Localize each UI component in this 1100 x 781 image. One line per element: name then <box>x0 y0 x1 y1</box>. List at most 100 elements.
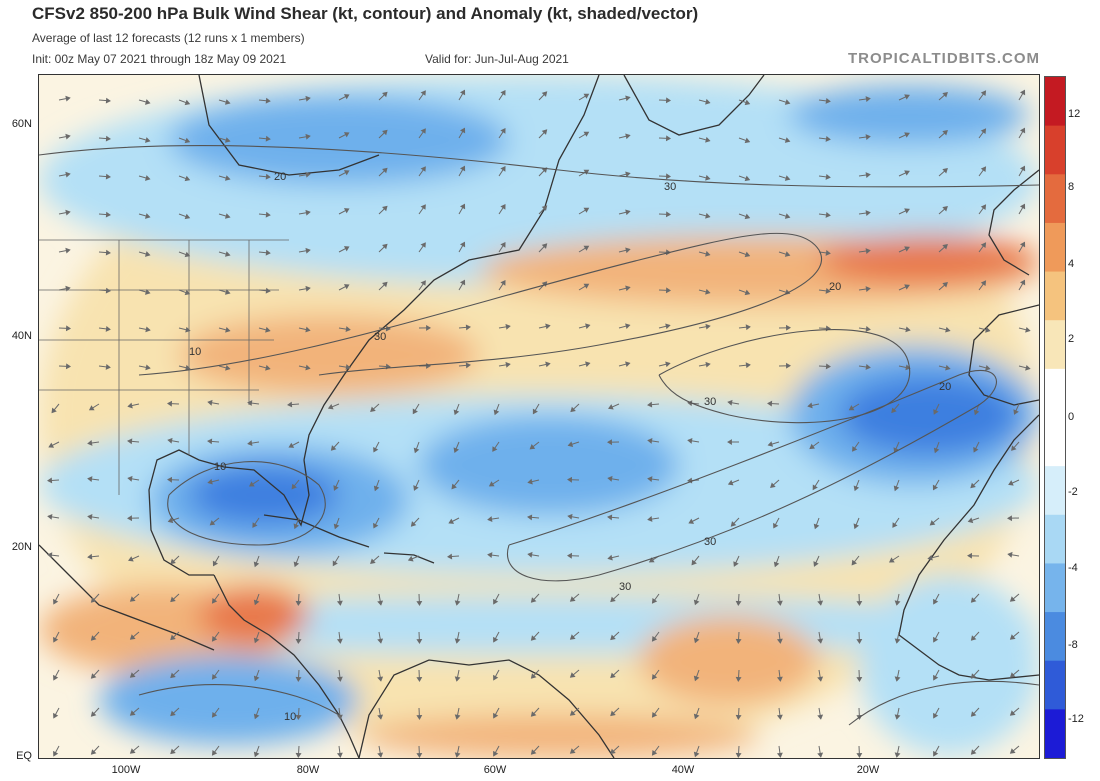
wind-vector-head <box>377 714 384 720</box>
wind-vector-head <box>784 175 791 181</box>
wind-vector-head <box>891 407 897 414</box>
wind-vector-head <box>1009 634 1016 640</box>
wind-vector-head <box>453 409 460 416</box>
wind-vector-head <box>225 365 231 371</box>
wind-vector-head <box>527 478 533 485</box>
wind-vector-head <box>265 211 271 218</box>
wind-vector-head <box>727 399 733 406</box>
wind-vector-head <box>625 133 631 140</box>
wind-vector-head <box>224 213 231 219</box>
lon-label-60w: 60W <box>483 764 507 776</box>
wind-vector-head <box>904 284 910 290</box>
wind-vector-head <box>980 204 987 211</box>
wind-vector-head <box>647 516 653 522</box>
colorbar-swatch <box>1045 271 1065 321</box>
wind-vector-head <box>47 552 53 559</box>
wind-vector-head <box>567 476 573 483</box>
wind-vector-head <box>295 600 302 606</box>
wind-vector-head <box>973 409 980 416</box>
wind-vector-head <box>144 213 151 219</box>
wind-vector-head <box>144 99 151 105</box>
wind-vector-head <box>825 249 831 256</box>
wind-vector-head <box>129 710 136 716</box>
wind-vector-head <box>744 251 751 258</box>
wind-vector-head <box>744 175 751 182</box>
wind-vector-head <box>812 484 818 491</box>
wind-vector-head <box>705 98 711 105</box>
wind-vector-head <box>705 288 711 295</box>
wind-vector-head <box>625 209 631 216</box>
wind-vector-head <box>693 637 700 644</box>
wind-vector-head <box>295 714 302 720</box>
wind-vector-head <box>53 674 59 681</box>
wind-vector-head <box>129 672 136 678</box>
wind-vector-head <box>693 599 700 606</box>
colorbar-tick-label: 0 <box>1068 411 1075 423</box>
wind-vector-head <box>453 447 460 453</box>
wind-vector-head <box>53 636 59 643</box>
wind-vector-head <box>767 400 773 407</box>
wind-vector-head <box>817 752 824 758</box>
wind-vector-head <box>665 323 671 330</box>
wind-vector-head <box>607 554 613 561</box>
wind-vector-head <box>129 748 136 754</box>
wind-vector-head <box>856 638 863 644</box>
wind-vector-head <box>293 561 300 568</box>
colorbar <box>1044 76 1066 759</box>
wind-vector-head <box>211 673 218 680</box>
wind-vector-head <box>493 598 499 605</box>
wind-vector-head <box>459 165 466 172</box>
wind-vector-head <box>343 208 350 214</box>
shear-contours <box>39 145 1039 726</box>
wind-vector-head <box>1019 89 1026 96</box>
wind-vector-head <box>332 560 338 567</box>
wind-vector-head <box>207 478 213 485</box>
wind-vector-head <box>105 287 111 294</box>
wind-vector-head <box>211 749 218 756</box>
wind-vector-head <box>144 251 151 257</box>
wind-vector-head <box>852 446 858 452</box>
chart-title: CFSv2 850-200 hPa Bulk Wind Shear (kt, c… <box>32 4 699 23</box>
wind-vector-head <box>541 129 548 135</box>
wind-vector-head <box>459 127 466 134</box>
wind-vector-head <box>211 597 218 604</box>
wind-vector-head <box>451 483 457 490</box>
wind-vector-head <box>647 437 653 444</box>
colorbar-swatch <box>1045 368 1065 418</box>
colorbar-swatch <box>1045 417 1065 467</box>
wind-vector-head <box>90 673 97 679</box>
wind-vector-head <box>209 520 216 526</box>
wind-vector-head <box>184 213 191 220</box>
wind-vector-head <box>144 175 151 181</box>
wind-vector-head <box>87 476 93 483</box>
contour-label: 20 <box>939 381 951 393</box>
wind-vector-head <box>767 441 774 447</box>
wind-vector-head <box>459 89 466 96</box>
wind-vector-head <box>505 361 511 368</box>
wind-vector-head <box>253 637 260 644</box>
contour-label: 20 <box>274 171 286 183</box>
wind-vector-head <box>730 521 737 527</box>
wind-vector-head <box>500 90 506 96</box>
wind-vector-head <box>87 513 93 520</box>
wind-vector-head <box>373 446 379 453</box>
wind-vector-head <box>416 638 423 644</box>
wind-vector-head <box>942 282 948 288</box>
chart-subtitle: Average of last 12 forecasts (12 runs x … <box>32 31 305 45</box>
wind-vector-head <box>65 247 71 254</box>
wind-vector-head <box>527 514 533 521</box>
wind-vector-head <box>727 439 732 445</box>
colorbar-tick-label: 4 <box>1068 258 1075 270</box>
wind-vector-head <box>184 251 191 258</box>
wind-vector-head <box>87 553 93 560</box>
lat-label-40n: 40N <box>11 330 32 342</box>
wind-vector-head <box>459 203 466 210</box>
wind-vector-head <box>1011 445 1017 451</box>
wind-vector-head <box>170 710 176 717</box>
shade-blob <box>169 95 509 185</box>
wind-vector-head <box>651 673 658 680</box>
wind-vector-head <box>87 440 93 446</box>
wind-vector-head <box>224 175 231 181</box>
wind-vector-head <box>970 749 977 755</box>
wind-vector-head <box>377 676 384 682</box>
